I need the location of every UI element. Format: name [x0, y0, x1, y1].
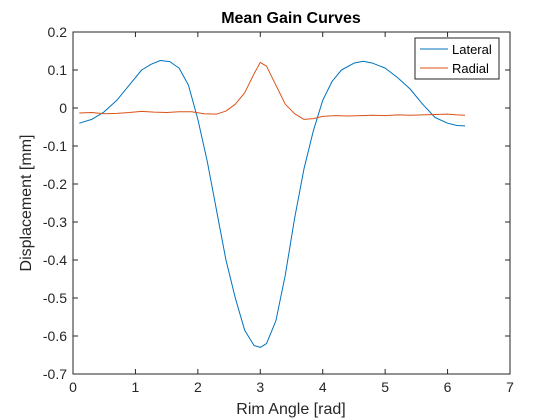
ticks-layer: 0 1 2 3 4 5 6 7 -0.7 -0.6 -0.5 -0.4 -0.3 -0.2 -0.1 0 0.1…	[43, 24, 514, 395]
x-tick-label: 4	[319, 379, 327, 395]
y-axis-label: Displacement [mm]	[18, 135, 35, 272]
x-tick-label: 0	[69, 379, 77, 395]
y-tick-label: -0.3	[43, 214, 67, 230]
y-tick-label: -0.4	[43, 252, 67, 268]
plot-frame	[72, 31, 511, 375]
series-line-radial	[79, 61, 466, 120]
x-tick-label: 6	[444, 379, 452, 395]
legend-box	[414, 37, 500, 80]
y-tick-label: -0.2	[43, 176, 67, 192]
y-tick-label: -0.5	[43, 290, 67, 306]
y-tick-label: -0.1	[43, 138, 67, 154]
series-layer	[79, 60, 466, 348]
y-tick-label: 0.2	[48, 24, 68, 40]
y-tick-label: -0.7	[43, 366, 67, 382]
series-line-lateral	[79, 60, 466, 348]
x-tick-label: 3	[256, 379, 264, 395]
x-tick-label: 7	[506, 379, 514, 395]
x-tick-label: 5	[381, 379, 389, 395]
plot-background	[73, 32, 510, 374]
x-tick-label: 2	[194, 379, 202, 395]
legend-label-lateral: Lateral	[452, 42, 492, 57]
y-tick-label: -0.6	[43, 328, 67, 344]
y-tick-label: 0.1	[48, 62, 68, 78]
y-tick-label: 0	[59, 100, 67, 116]
legend-label-radial: Radial	[452, 61, 489, 76]
chart-title: Mean Gain Curves	[221, 10, 361, 27]
x-tick-label: 1	[132, 379, 140, 395]
legend: Lateral Radial	[414, 37, 500, 80]
x-axis-label: Rim Angle [rad]	[236, 401, 345, 418]
